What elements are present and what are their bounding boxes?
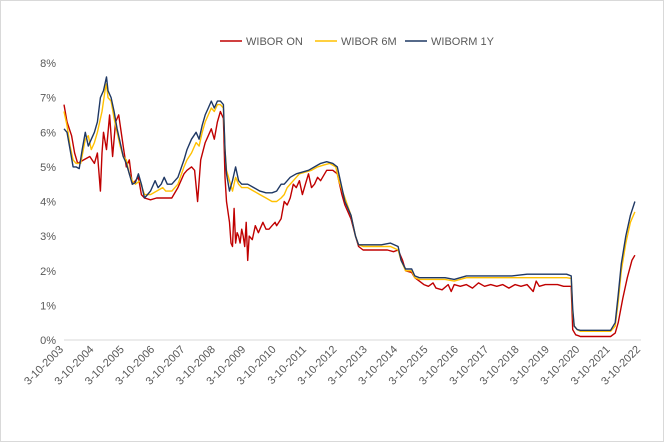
legend-label-0: WIBOR ON [246, 36, 303, 48]
plot-area [63, 76, 636, 338]
legend-label-1: WIBOR 6M [341, 36, 397, 48]
y-tick-label: 4% [40, 197, 56, 209]
y-tick-label: 3% [40, 231, 56, 243]
y-tick-label: 1% [40, 300, 56, 312]
y-tick-label: 8% [40, 58, 56, 70]
y-tick-label: 2% [40, 266, 56, 278]
y-tick-label: 6% [40, 127, 56, 139]
y-tick-label: 0% [40, 335, 56, 347]
series-line-0 [63, 104, 636, 338]
legend: WIBOR ON WIBOR 6M WIBORM 1Y [220, 36, 495, 48]
legend-label-2: WIBORM 1Y [431, 36, 495, 48]
y-axis: 0% 1% 2% 3% 4% 5% 6% 7% 8% [40, 58, 56, 347]
y-tick-label: 5% [40, 162, 56, 174]
series-line-1 [63, 83, 636, 332]
series-line-2 [63, 76, 636, 331]
y-tick-label: 7% [40, 93, 56, 105]
x-axis: 3-10-20033-10-20043-10-20053-10-20063-10… [22, 339, 643, 388]
